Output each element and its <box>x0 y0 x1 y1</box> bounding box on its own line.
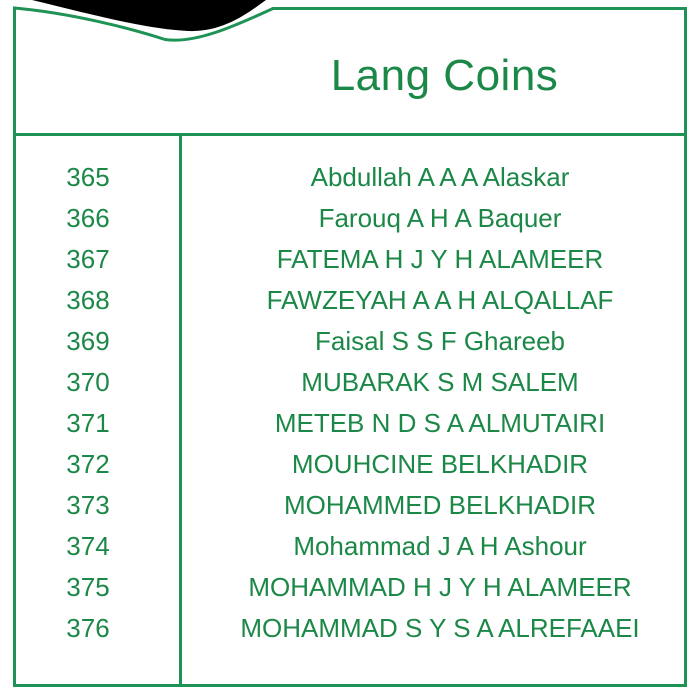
coin-number: 369 <box>66 326 110 356</box>
table-row: 375 MOHAMMAD H J Y H ALAMEER <box>14 567 686 608</box>
coin-number: 366 <box>66 203 110 233</box>
coin-holder-name: MOHAMMED BELKHADIR <box>283 490 597 520</box>
coin-holder-name: Abdullah A A A Alaskar <box>310 162 570 192</box>
coin-holder-name: METEB N D S A ALMUTAIRI <box>274 408 606 438</box>
top-notch-cutout <box>32 0 266 32</box>
coin-number: 372 <box>66 449 110 479</box>
table-row: 370 MUBARAK S M SALEM <box>14 362 686 403</box>
table-row: 371 METEB N D S A ALMUTAIRI <box>14 403 686 444</box>
coin-number: 370 <box>66 367 110 397</box>
table-row: 367 FATEMA H J Y H ALAMEER <box>14 239 686 280</box>
coin-holder-name: FATEMA H J Y H ALAMEER <box>276 244 604 274</box>
coin-number: 373 <box>66 490 110 520</box>
coin-holder-name: Faisal S S F Ghareeb <box>315 326 565 356</box>
coin-holder-name: Farouq A H A Baquer <box>318 203 562 233</box>
table-row: 368 FAWZEYAH A A H ALQALLAF <box>14 280 686 321</box>
coin-holder-name: MOHAMMAD S Y S A ALREFAAEI <box>240 613 640 643</box>
coin-number: 368 <box>66 285 110 315</box>
page-title: Lang Coins <box>330 51 559 100</box>
coin-number: 371 <box>66 408 110 438</box>
coin-holder-name: MOUHCINE BELKHADIR <box>291 449 589 479</box>
table-row: 369 Faisal S S F Ghareeb <box>14 321 686 362</box>
table-row: 365 Abdullah A A A Alaskar <box>14 157 686 198</box>
coin-number: 374 <box>66 531 110 561</box>
coin-holder-name: MOHAMMAD H J Y H ALAMEER <box>248 572 632 602</box>
coin-holder-name: MUBARAK S M SALEM <box>301 367 579 397</box>
coin-holder-name: FAWZEYAH A A H ALQALLAF <box>266 285 614 315</box>
coin-number: 365 <box>66 162 110 192</box>
coin-holder-name: Mohammad J A H Ashour <box>293 531 587 561</box>
coin-number: 375 <box>66 572 110 602</box>
coin-list: 365 Abdullah A A A Alaskar 366 Farouq A … <box>14 137 686 649</box>
table-row: 376 MOHAMMAD S Y S A ALREFAAEI <box>14 608 686 649</box>
table-row: 372 MOUHCINE BELKHADIR <box>14 444 686 485</box>
coin-number: 367 <box>66 244 110 274</box>
card-border <box>13 6 687 687</box>
table-row: 374 Mohammad J A H Ashour <box>14 526 686 567</box>
table-row: 373 MOHAMMED BELKHADIR <box>14 485 686 526</box>
coin-number: 376 <box>66 613 110 643</box>
table-row: 366 Farouq A H A Baquer <box>14 198 686 239</box>
